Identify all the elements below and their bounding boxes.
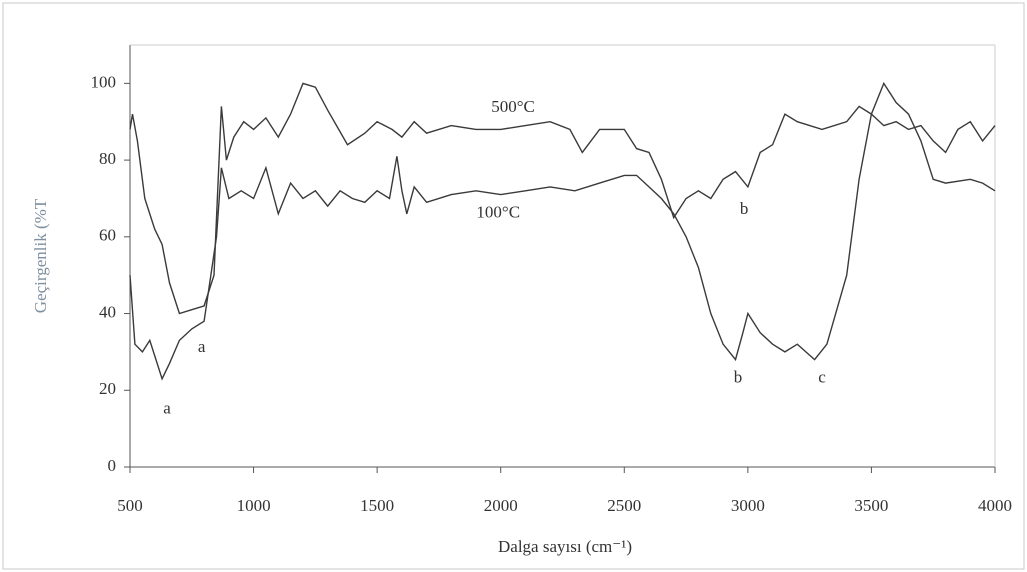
y-tick-label: 100: [91, 72, 117, 91]
spectrum-line: [129, 82, 996, 315]
y-tick-label: 40: [99, 302, 116, 321]
y-tick-label: 20: [99, 379, 116, 398]
x-tick-label: 2000: [484, 496, 518, 515]
annotation: a: [163, 398, 171, 417]
annotation: c: [818, 368, 826, 387]
x-axis-label: Dalga sayısı (cm⁻¹): [498, 537, 632, 556]
x-tick-label: 1500: [360, 496, 394, 515]
annotation: a: [198, 337, 206, 356]
x-tick-label: 1000: [237, 496, 271, 515]
annotation: b: [734, 368, 743, 387]
y-axis-label: Geçirgenlik (%T: [31, 198, 50, 313]
y-tick-label: 60: [99, 226, 116, 245]
x-tick-label: 2500: [607, 496, 641, 515]
y-tick-label: 0: [108, 456, 117, 475]
annotation: 500°C: [491, 97, 535, 116]
x-tick-label: 3500: [854, 496, 888, 515]
x-tick-label: 3000: [731, 496, 765, 515]
annotation: b: [740, 199, 749, 218]
y-tick-label: 80: [99, 149, 116, 168]
spectrum-line: [129, 81, 996, 381]
x-tick-label: 500: [117, 496, 143, 515]
annotation: 100°C: [476, 203, 520, 222]
x-tick-label: 4000: [978, 496, 1012, 515]
